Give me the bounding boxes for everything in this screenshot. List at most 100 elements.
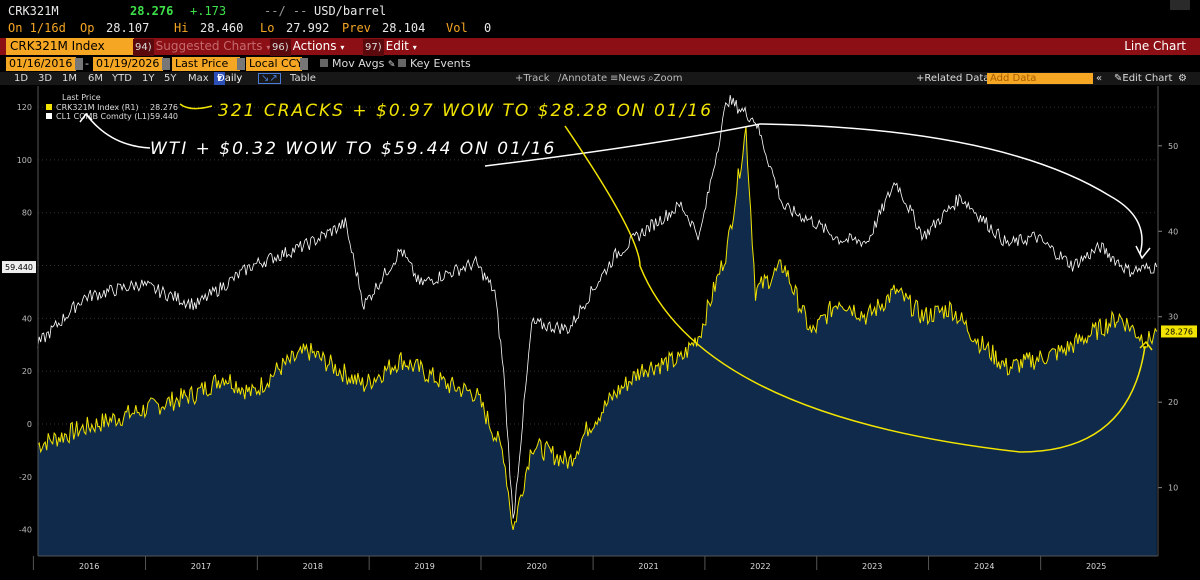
command-bar: CRK321M Index 94) Suggested Charts ▾ 96) A…: [0, 38, 1200, 56]
legend-label-wti: CL1 COMB Comdty (L1): [56, 112, 150, 121]
start-date-field[interactable]: 01/16/2016: [6, 57, 76, 71]
currency-select[interactable]: Local CCY: [246, 57, 303, 71]
actions-number: 96): [270, 39, 291, 56]
frequency-label: Daily: [217, 73, 243, 84]
annotate-tool[interactable]: ∕ Annotate: [558, 73, 608, 84]
suggested-number: 94): [133, 39, 154, 56]
price-chart[interactable]: 120100806040200-20-405040302010201620172…: [0, 86, 1200, 580]
annotation-arrow-yellow: [179, 103, 213, 110]
year-label: 2018: [303, 562, 323, 571]
chevron-down-icon[interactable]: [237, 58, 245, 70]
right-tick-label: 30: [1168, 313, 1178, 322]
legend-swatch-wti: [46, 113, 52, 119]
period-3d[interactable]: 3D: [38, 73, 53, 84]
period-5y[interactable]: 5Y: [164, 73, 177, 84]
period-bar: 1D 3D 1M 6M YTD 1Y 5Y Max Daily ▾ ↘↗ Tab…: [0, 72, 1200, 85]
calendar-icon[interactable]: [75, 58, 83, 70]
annotation-curve-yellow: [564, 125, 1153, 453]
right-tick-label: 20: [1168, 398, 1178, 407]
track-tool[interactable]: + Track: [515, 73, 550, 84]
end-date-field[interactable]: 01/19/2026: [93, 57, 163, 71]
zoom-label: Zoom: [653, 73, 683, 84]
collapse-icon[interactable]: «: [1096, 73, 1103, 84]
period-ytd[interactable]: YTD: [112, 73, 132, 84]
period-1m[interactable]: 1M: [62, 73, 77, 84]
related-label: Related Data: [924, 73, 990, 84]
chart-type-label: Line Chart: [1124, 39, 1186, 53]
actions-label: Actions: [292, 39, 337, 53]
period-1d[interactable]: 1D: [14, 73, 29, 84]
table-toggle[interactable]: Table: [290, 73, 316, 84]
add-data-input[interactable]: Add Data: [987, 73, 1093, 84]
annotation-curve-white: [484, 123, 1151, 260]
edit-label: Edit: [385, 39, 409, 53]
calendar-icon[interactable]: [162, 58, 170, 70]
chevron-down-icon: ▾: [266, 43, 271, 52]
period-max[interactable]: Max: [188, 73, 209, 84]
security-field[interactable]: CRK321M Index: [6, 38, 134, 55]
edit-number: 97): [363, 39, 384, 56]
news-tool[interactable]: ≡ News: [610, 73, 646, 84]
date-options-bar: 01/16/2016 - 01/19/2026 Last Price Local…: [0, 57, 1200, 71]
price-field-select[interactable]: Last Price: [172, 57, 240, 71]
axis-layer: 120100806040200-20-405040302010201620172…: [2, 86, 1197, 571]
edit-menu[interactable]: 97) Edit ▾: [363, 38, 417, 56]
left-tick-label: 120: [17, 103, 32, 112]
left-tick-label: 20: [22, 367, 32, 376]
wti-last-tag-box: [2, 261, 36, 274]
mov-avgs-toggle[interactable]: Mov Avgs ✎: [320, 57, 395, 71]
pencil-icon: ✎: [387, 60, 396, 70]
crack-line: [37, 126, 1158, 531]
gear-icon[interactable]: ⚙: [1178, 73, 1187, 84]
crack-area: [37, 126, 1157, 556]
frequency-select[interactable]: Daily ▾: [214, 72, 242, 85]
suggested-charts-menu[interactable]: 94) Suggested Charts ▾: [133, 38, 270, 56]
checkbox-icon: [320, 59, 328, 67]
annotate-label: Annotate: [561, 73, 608, 84]
ticker: CRK321M: [8, 4, 59, 18]
bid-ask: --/ --: [264, 4, 308, 18]
legend-swatch-crack: [46, 104, 52, 110]
series-layer: [37, 94, 1158, 556]
zoom-tool[interactable]: ⌕ Zoom: [648, 73, 683, 84]
year-label: 2019: [414, 562, 434, 571]
line-chart-icon[interactable]: ↘↗: [258, 73, 281, 84]
related-data-button[interactable]: + Related Data: [916, 73, 990, 84]
prev-value: 28.104: [382, 21, 426, 35]
low-label: Lo: [260, 21, 275, 35]
crack-last-tag-box: [1161, 325, 1197, 338]
open-label: Op: [80, 21, 95, 35]
mov-avgs-label: Mov Avgs: [332, 57, 385, 70]
left-tick-label: 80: [22, 209, 32, 218]
right-tick-label: 40: [1168, 227, 1178, 236]
legend-value-crack: 28.276: [150, 103, 178, 112]
annotation-cracks: 321 CRACKS + $0.97 WOW TO $28.28 ON 01/1…: [218, 101, 713, 121]
period-6m[interactable]: 6M: [88, 73, 103, 84]
year-label: 2024: [974, 562, 994, 571]
unit: USD/barrel: [314, 4, 387, 18]
actions-menu[interactable]: 96) Actions ▾: [270, 38, 360, 56]
key-events-toggle[interactable]: Key Events: [398, 57, 471, 71]
wti-line: [37, 94, 1158, 519]
year-label: 2016: [79, 562, 99, 571]
volume-label: Vol: [446, 21, 468, 35]
legend-header: Last Price: [62, 93, 101, 102]
year-label: 2020: [527, 562, 547, 571]
left-tick-label: -40: [19, 526, 32, 535]
news-label: News: [618, 73, 646, 84]
left-tick-label: 40: [22, 314, 32, 323]
year-label: 2025: [1086, 562, 1106, 571]
legend: Last Price CRK321M Index (R1) 28.276 CL1…: [46, 93, 178, 121]
price-change: +.173: [190, 4, 227, 18]
high-value: 28.460: [200, 21, 244, 35]
volume-value: 0: [484, 21, 492, 35]
edit-chart-label: Edit Chart: [1122, 73, 1173, 84]
chevron-down-icon[interactable]: [300, 58, 308, 70]
period-1y[interactable]: 1Y: [142, 73, 155, 84]
year-label: 2021: [638, 562, 658, 571]
wti-last-tag: 59.440: [5, 263, 33, 272]
checkbox-icon: [398, 59, 406, 67]
left-tick-label: 0: [27, 420, 32, 429]
annotation-wti: WTI + $0.32 WOW TO $59.44 ON 01/16: [150, 139, 556, 159]
edit-chart-button[interactable]: ✎ Edit Chart: [1114, 73, 1173, 84]
